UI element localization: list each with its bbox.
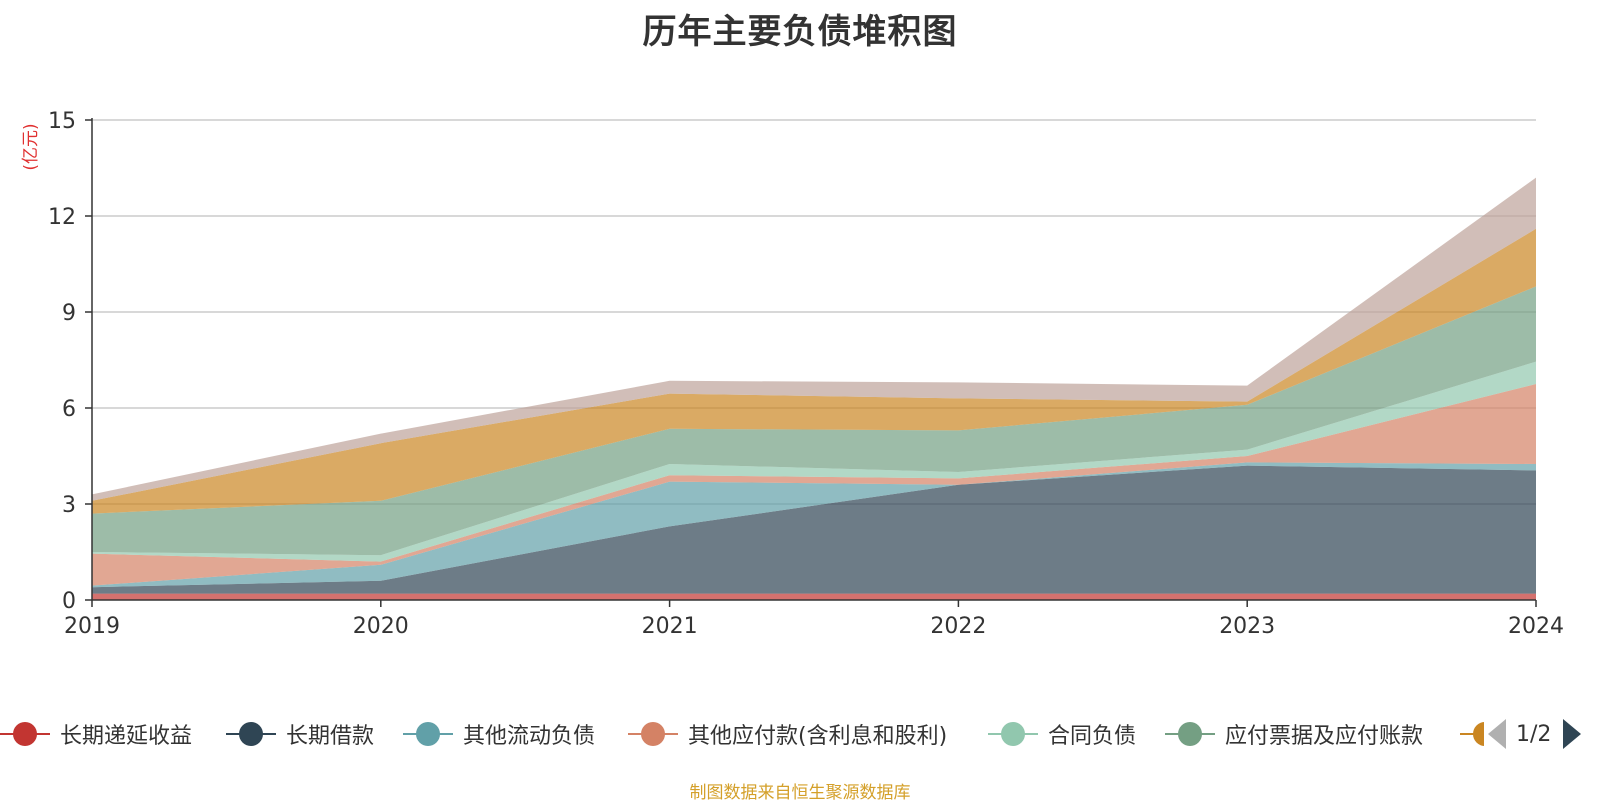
legend-item-truncated[interactable]: [1460, 714, 1484, 754]
x-tick-label: 2023: [1219, 614, 1275, 639]
legend-item-other-payables[interactable]: 其他应付款(含利息和股利): [628, 714, 947, 754]
legend-marker: [1165, 720, 1215, 748]
legend-label: 其他应付款(含利息和股利): [688, 724, 948, 749]
y-tick-label: 9: [62, 301, 76, 326]
y-tick-label: 3: [62, 493, 76, 518]
legend-item-notes-and-accounts-payable[interactable]: 应付票据及应付账款: [1165, 714, 1423, 754]
chart-title: 历年主要负债堆积图: [642, 12, 958, 52]
legend-label: 合同负债: [1048, 724, 1137, 749]
x-tick-label: 2021: [642, 614, 698, 639]
legend-marker: [628, 720, 678, 748]
legend-item-long-term-loans[interactable]: 长期借款: [226, 714, 374, 754]
area-series-3: [92, 462, 1536, 588]
y-tick-label: 12: [48, 205, 76, 230]
area-series-8: [92, 177, 1536, 501]
legend-marker: [0, 720, 50, 748]
x-tick-label: 2019: [64, 614, 120, 639]
area-series-4: [92, 384, 1536, 586]
source-note: 制图数据来自恒生聚源数据库: [689, 783, 911, 803]
legend-marker: [988, 720, 1038, 748]
area-series-1: [92, 593, 1536, 600]
legend-item-long-term-deferred-income[interactable]: 长期递延收益: [0, 714, 192, 754]
legend-pager: 1/2: [1488, 718, 1582, 750]
legend-next-page-icon[interactable]: [1563, 719, 1582, 749]
legend-marker: [226, 720, 276, 748]
legend-marker: [403, 720, 453, 748]
area-series-6: [92, 286, 1536, 556]
legend-prev-page-icon[interactable]: [1488, 719, 1506, 749]
x-tick-label: 2024: [1508, 614, 1564, 639]
x-tick-label: 2022: [930, 614, 986, 639]
legend-label: 长期递延收益: [60, 724, 193, 749]
area-series-2: [92, 465, 1536, 594]
y-tick-label: 6: [62, 397, 76, 422]
y-tick-label: 0: [62, 589, 76, 614]
legend-label: 应付票据及应付账款: [1225, 724, 1424, 749]
legend-page-indicator: 1/2: [1516, 721, 1552, 747]
legend-label: 其他流动负债: [463, 724, 596, 749]
legend-item-other-current-liabilities[interactable]: 其他流动负债: [403, 714, 595, 754]
legend-marker: [1460, 720, 1484, 748]
x-tick-label: 2020: [353, 614, 409, 639]
legend-item-contract-liabilities[interactable]: 合同负债: [988, 714, 1136, 754]
legend-label: 长期借款: [286, 724, 375, 749]
area-series-7: [92, 228, 1536, 514]
legend: 长期递延收益 长期借款 其他流动负债 其他应付款(含利息和股利) 合同负债 应付…: [0, 714, 1600, 754]
y-tick-label: 15: [48, 109, 76, 134]
legend-item-series-7: [1460, 714, 1484, 754]
stacked-area-chart: 0 3 6 9 12 15 2019 2020 2021 2022 2023 2024: [48, 109, 1564, 639]
